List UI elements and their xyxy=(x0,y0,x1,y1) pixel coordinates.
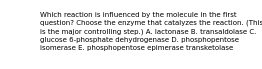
Text: Which reaction is influenced by the molecule in the first
question? Choose the e: Which reaction is influenced by the mole… xyxy=(40,12,262,51)
